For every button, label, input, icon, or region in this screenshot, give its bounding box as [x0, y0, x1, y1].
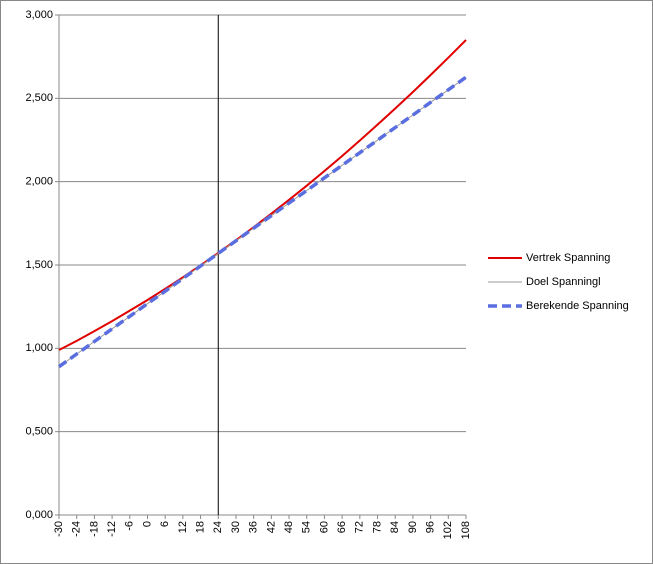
x-tick-label: 18: [194, 521, 206, 533]
y-tick-label: 2,500: [25, 92, 53, 104]
x-tick-label: 6: [159, 521, 171, 527]
x-tick-label: 66: [336, 521, 348, 533]
series-line: [58, 39, 467, 351]
x-tick-label: 96: [425, 521, 437, 533]
y-tick-label: 1,500: [25, 259, 53, 271]
x-tick-label: -12: [106, 521, 118, 537]
y-tick-label: 1,000: [25, 342, 53, 354]
x-tick-label: 108: [460, 521, 472, 539]
x-tick-label: 60: [318, 521, 330, 533]
x-tick-label: 36: [248, 521, 260, 533]
x-tick-label: 42: [265, 521, 277, 533]
y-tick-label: 2,000: [25, 176, 53, 188]
x-tick-label: 72: [354, 521, 366, 533]
x-tick-label: 84: [389, 521, 401, 533]
legend-label: Doel Spanningl: [526, 276, 601, 288]
x-tick-label: 54: [301, 521, 313, 533]
x-tick-label: 24: [212, 521, 224, 533]
x-tick-label: -6: [124, 521, 136, 531]
x-tick-label: 48: [283, 521, 295, 533]
x-tick-label: -30: [53, 521, 65, 537]
y-tick-label: 0,500: [25, 426, 53, 438]
y-tick-label: 0,000: [25, 509, 53, 521]
x-tick-label: -24: [71, 521, 83, 537]
y-tick-label: 3,000: [25, 9, 53, 21]
x-tick-label: -18: [88, 521, 100, 537]
legend-label: Berekende Spanning: [526, 300, 629, 312]
x-tick-label: 12: [177, 521, 189, 533]
x-tick-label: 0: [141, 521, 153, 527]
x-tick-label: 30: [230, 521, 242, 533]
x-tick-label: 102: [442, 521, 454, 539]
x-tick-label: 90: [407, 521, 419, 533]
x-tick-label: 78: [371, 521, 383, 533]
legend-label: Vertrek Spanning: [526, 252, 610, 264]
series-line: [58, 76, 467, 368]
